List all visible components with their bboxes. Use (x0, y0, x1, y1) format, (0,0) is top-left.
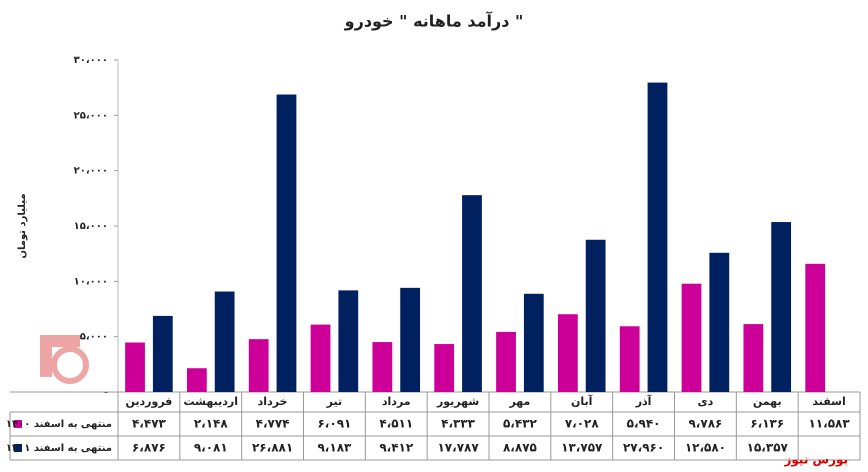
y-tick-label: ۱۰،۰۰۰ (74, 276, 108, 287)
bar (496, 331, 516, 392)
y-tick-label: ۲۵،۰۰۰ (74, 110, 108, 121)
chart-title: درآمد ماهانه " خودرو " (344, 11, 524, 31)
value-label: ۱۳،۷۵۷ (561, 441, 603, 455)
value-label: ۱۲،۵۸۰ (685, 441, 726, 455)
bar (372, 342, 393, 392)
y-axis-label: میلیارد تومان (17, 193, 28, 258)
bar (152, 315, 173, 392)
bar (276, 94, 297, 392)
bar (338, 290, 359, 392)
value-label: ۲۷،۹۶۰ (623, 441, 664, 455)
bar (310, 324, 331, 392)
legend-swatch (14, 444, 22, 452)
value-label: ۷،۰۲۸ (565, 417, 600, 431)
bar (585, 239, 606, 392)
value-label: ۵،۹۴۰ (627, 417, 661, 431)
value-label: ۶،۸۷۶ (132, 441, 166, 455)
bar (681, 283, 702, 392)
bar (248, 339, 269, 392)
value-label: ۴،۴۷۳ (132, 417, 167, 431)
logo-ring (51, 346, 89, 384)
y-tick-label: ۳۰،۰۰۰ (74, 55, 108, 66)
bar (434, 344, 455, 392)
value-label: ۱۱،۵۸۳ (808, 417, 850, 431)
x-tick-label: مرداد (382, 395, 411, 408)
logo-shape (40, 335, 80, 377)
logo (40, 335, 89, 384)
y-tick-label: ۱۵،۰۰۰ (74, 221, 108, 232)
x-tick-label: دی (698, 395, 714, 408)
bar (743, 324, 764, 392)
bar (557, 314, 578, 392)
y-tick-label: ۵،۰۰۰ (80, 332, 108, 343)
x-tick-label: تیر (326, 395, 342, 408)
bar (771, 222, 792, 392)
bar (125, 342, 145, 392)
x-tick-label: شهریور (436, 395, 479, 408)
bar (462, 195, 482, 392)
value-label: ۲،۱۴۸ (194, 417, 229, 431)
value-label: ۹،۷۸۶ (688, 417, 722, 431)
bar (647, 82, 668, 393)
x-tick-label: آذر (635, 394, 652, 408)
legend-swatch (14, 420, 22, 428)
bar (186, 368, 207, 392)
watermark: بورس نیوز (783, 453, 848, 468)
value-label: ۹،۰۸۱ (194, 441, 228, 455)
value-label: ۶،۱۳۶ (750, 417, 784, 431)
legend-label: منتهی به اسفند ۱۴۰۰ (6, 419, 112, 430)
value-label: ۱۵،۳۵۷ (747, 441, 789, 455)
bar (619, 326, 640, 392)
value-label: ۹،۱۸۳ (317, 441, 352, 455)
x-tick-label: مهر (508, 395, 530, 408)
value-label: ۸،۸۷۵ (503, 441, 537, 455)
x-tick-label: خرداد (258, 395, 288, 408)
legend-label: منتهی به اسفند ۱۴۰۱ (6, 443, 112, 454)
value-label: ۱۷،۷۸۷ (437, 441, 479, 455)
value-label: ۶،۰۹۱ (317, 417, 351, 431)
value-label: ۲۶،۸۸۱ (252, 441, 293, 455)
value-label: ۴،۳۳۳ (441, 417, 476, 431)
value-label: ۵،۴۳۲ (503, 417, 538, 431)
bar (523, 293, 544, 392)
value-label: ۴،۵۱۱ (379, 417, 413, 431)
bar (214, 291, 235, 392)
value-label: ۹،۴۱۲ (379, 441, 414, 455)
bar (805, 263, 826, 392)
x-tick-label: اردیبهشت (184, 395, 238, 408)
x-tick-label: اسفند (812, 395, 845, 408)
y-tick-label: ۲۰،۰۰۰ (74, 166, 108, 177)
x-tick-label: آبان (571, 394, 593, 408)
bar (400, 287, 421, 392)
value-label: ۴،۷۷۴ (256, 417, 290, 431)
bar (709, 252, 730, 392)
x-tick-label: فروردین (125, 395, 172, 408)
x-tick-label: بهمن (753, 395, 782, 408)
